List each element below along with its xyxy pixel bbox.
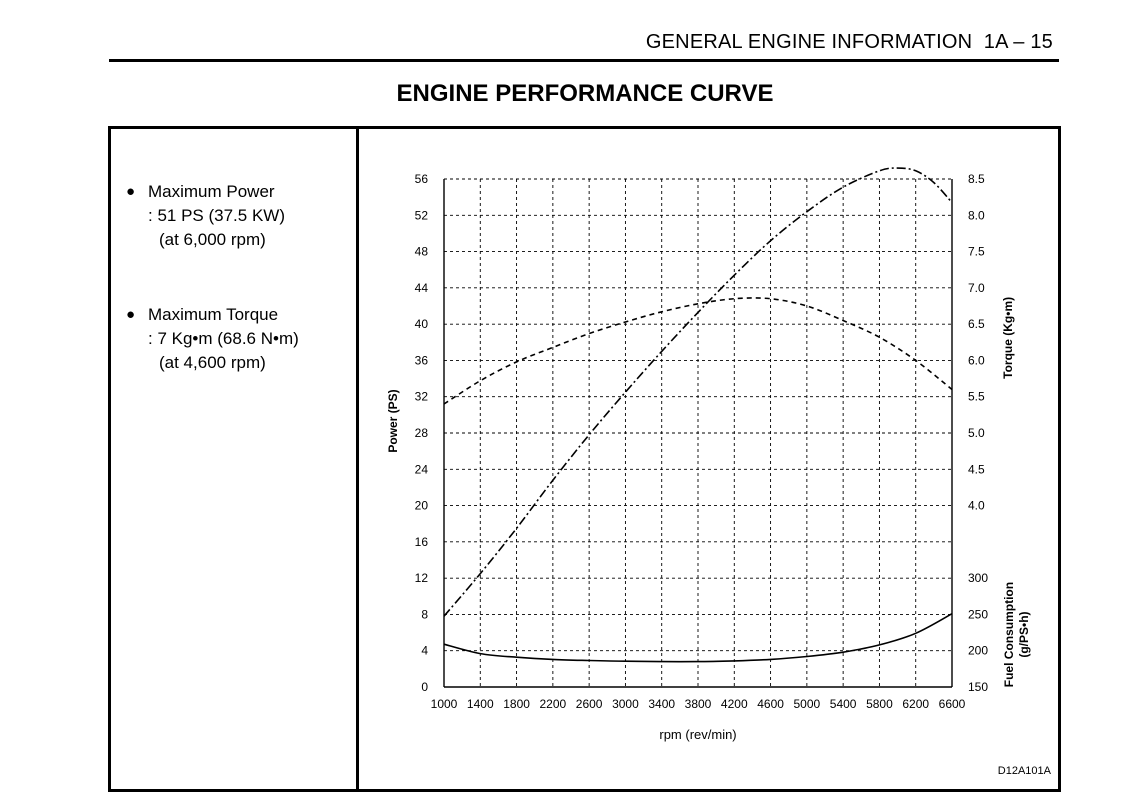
header-section: GENERAL ENGINE INFORMATION [645,31,973,53]
x-tick-label: 4600 [757,697,784,711]
spec-condition: (at 6,000 rpm) [159,230,266,249]
x-tick-label: 1800 [503,697,530,711]
frame-divider [356,126,359,792]
y-tick-label-torque: 7.5 [968,245,985,259]
x-tick-label: 4200 [721,697,748,711]
x-tick-label: 3800 [685,697,712,711]
y-tick-label-power: 40 [415,317,429,331]
x-tick-label: 5000 [794,697,821,711]
x-tick-label: 2600 [576,697,603,711]
y-tick-label-fuel: 150 [968,680,988,694]
figure-frame [108,126,1061,792]
y-tick-label-torque: 5.0 [968,426,985,440]
y-tick-label-torque: 7.0 [968,281,985,295]
y-axis-label-fuel: (g/PS•h) [1017,611,1031,657]
y-tick-label-torque: 8.0 [968,208,985,222]
y-tick-label-power: 56 [415,172,429,186]
y-tick-label-power: 8 [421,607,428,621]
y-axis-label-fuel: Fuel Consumption [1002,582,1016,687]
x-tick-label: 6200 [902,697,929,711]
y-tick-label-power: 48 [415,245,429,259]
spec-value: : 51 PS (37.5 KW) [148,206,285,225]
x-tick-label: 5800 [866,697,893,711]
x-tick-label: 3400 [648,697,675,711]
y-tick-label-torque: 8.5 [968,172,985,186]
x-tick-label: 3000 [612,697,639,711]
spec-label: Maximum Power [148,182,275,201]
y-tick-label-power: 52 [415,208,429,222]
x-tick-label: 1000 [431,697,458,711]
y-tick-label-power: 44 [415,281,429,295]
y-tick-label-power: 0 [421,680,428,694]
series-line-power [443,167,953,617]
y-tick-label-power: 16 [415,535,429,549]
y-tick-label-torque: 4.5 [968,462,985,476]
y-tick-label-torque: 4.0 [968,499,985,513]
reference-code: D12A101A [997,765,1051,777]
y-tick-label-torque: 5.5 [968,390,985,404]
spec-condition: (at 4,600 rpm) [159,353,266,372]
y-tick-label-power: 32 [415,390,429,404]
running-header: GENERAL ENGINE INFORMATION 1A – 15 [646,31,1053,54]
y-axis-label-torque: Torque (Kg•m) [1001,297,1015,379]
header-rule [109,59,1059,62]
bullet-icon: ● [126,183,136,200]
spec-value: : 7 Kg•m (68.6 N•m) [148,329,299,348]
y-tick-label-torque: 6.0 [968,353,985,367]
bullet-icon: ● [126,306,136,323]
series-line-torque [443,297,953,405]
x-tick-label: 6600 [939,697,966,711]
x-tick-label: 2200 [540,697,567,711]
y-tick-label-power: 28 [415,426,429,440]
y-axis-label-power: Power (PS) [386,389,400,452]
y-tick-label-torque: 6.5 [968,317,985,331]
x-tick-label: 5400 [830,697,857,711]
y-tick-label-power: 12 [415,571,429,585]
y-tick-label-power: 24 [415,462,429,476]
y-tick-label-fuel: 250 [968,607,988,621]
y-tick-label-power: 4 [421,644,428,658]
page-title: ENGINE PERFORMANCE CURVE [396,80,774,107]
y-tick-label-power: 36 [415,353,429,367]
series-line-fuel [443,612,953,663]
x-axis-label: rpm (rev/min) [659,727,736,742]
y-tick-label-fuel: 200 [968,644,988,658]
x-tick-label: 1400 [467,697,494,711]
y-tick-label-fuel: 300 [968,571,988,585]
header-page-number: 1A – 15 [983,31,1053,53]
spec-label: Maximum Torque [148,305,279,324]
y-tick-label-power: 20 [415,499,429,513]
